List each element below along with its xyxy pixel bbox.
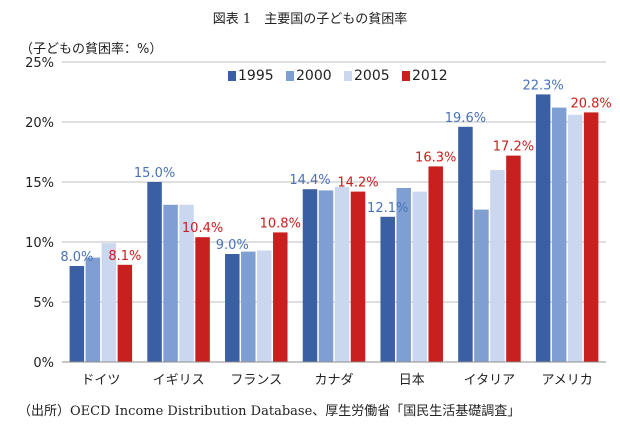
x-tick-label: カナダ xyxy=(314,373,353,388)
data-label: 9.0% xyxy=(216,238,249,253)
bar-2005 xyxy=(179,204,194,362)
legend-swatch xyxy=(402,71,410,81)
bar-1995 xyxy=(302,189,318,362)
bar-1995 xyxy=(147,182,162,362)
bar-2000 xyxy=(318,190,334,362)
bar-1995 xyxy=(458,126,473,362)
y-tick-label: 25% xyxy=(25,56,54,71)
bar-2012 xyxy=(583,112,599,363)
legend-label: 1995 xyxy=(238,68,274,84)
bar-2000 xyxy=(474,209,489,362)
x-tick-label: イギリス xyxy=(153,373,205,388)
data-label: 15.0% xyxy=(134,166,175,181)
data-label: 14.4% xyxy=(289,173,330,188)
data-label: 10.8% xyxy=(260,216,301,231)
bar-2012 xyxy=(350,191,366,362)
data-label: 16.3% xyxy=(415,150,456,165)
x-tick-label: アメリカ xyxy=(541,373,592,388)
bar-2005 xyxy=(567,114,583,362)
bar-2012 xyxy=(506,155,521,362)
data-label: 12.1% xyxy=(367,201,408,216)
bar-2000 xyxy=(551,107,567,362)
bar-2000 xyxy=(85,257,101,362)
bar-2005 xyxy=(490,170,505,362)
legend-swatch xyxy=(344,71,352,81)
y-tick-label: 15% xyxy=(25,176,54,191)
bar-2000 xyxy=(241,251,256,362)
bars xyxy=(69,94,599,363)
axes: 0% 5% 10% 15% 20% 25% ドイツ イギリス フランス カナダ 日本 イタリア アメリカ xyxy=(25,56,606,388)
chart-title: 図表 1 主要国の子どもの貧困率 xyxy=(212,12,408,27)
x-tick-label: フランス xyxy=(230,373,282,388)
legend-label: 2000 xyxy=(296,68,332,84)
data-label: 22.3% xyxy=(522,78,563,93)
bar-1995 xyxy=(535,94,551,363)
x-tick-label: 日本 xyxy=(399,373,425,388)
legend-label: 2005 xyxy=(354,68,390,84)
bar-2000 xyxy=(163,204,178,362)
x-tick-label: ドイツ xyxy=(81,373,120,388)
x-tick-label: イタリア xyxy=(464,373,515,388)
data-label: 10.4% xyxy=(182,221,223,236)
bar-1995 xyxy=(225,254,240,362)
data-labels: 8.0% 8.1% 15.0% 10.4% 9.0% 10.8% 14.4% 14.2% 12.… xyxy=(60,78,611,265)
bar-2005 xyxy=(257,250,272,362)
bar-2012 xyxy=(273,232,288,362)
bar-2012 xyxy=(195,237,210,362)
legend-swatch xyxy=(228,71,236,81)
bar-2005 xyxy=(101,243,117,362)
y-tick-label: 0% xyxy=(33,356,54,371)
bar-1995 xyxy=(380,216,395,362)
y-tick-label: 5% xyxy=(33,296,54,311)
y-tick-label: 10% xyxy=(25,236,54,251)
legend-label: 2012 xyxy=(412,68,448,84)
data-label: 14.2% xyxy=(337,176,378,191)
data-label: 8.0% xyxy=(60,250,93,265)
gridlines xyxy=(62,61,606,303)
bar-2012 xyxy=(428,166,443,362)
data-label: 8.1% xyxy=(108,249,141,264)
data-label: 19.6% xyxy=(445,111,486,126)
bar-1995 xyxy=(69,266,85,362)
data-label: 20.8% xyxy=(570,96,611,111)
bar-2012 xyxy=(117,264,133,362)
y-axis-label: （子どもの貧困率：%） xyxy=(20,42,163,57)
legend-swatch xyxy=(286,71,294,81)
y-tick-label: 20% xyxy=(25,116,54,131)
bar-2000 xyxy=(396,188,411,362)
data-label: 17.2% xyxy=(493,140,534,155)
bar-2005 xyxy=(412,191,427,362)
source-note: （出所）OECD Income Distribution Database、厚生… xyxy=(18,404,521,419)
bar-2005 xyxy=(334,186,350,362)
legend: 1995 2000 2005 2012 xyxy=(228,68,448,84)
